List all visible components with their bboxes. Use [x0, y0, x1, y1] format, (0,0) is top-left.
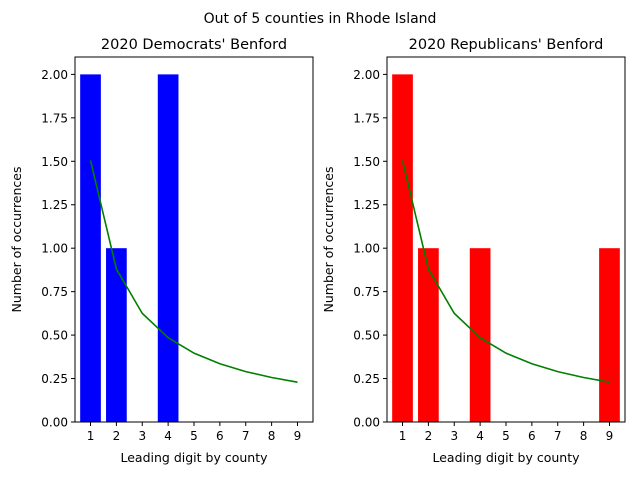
x-tick-label: 9 — [606, 429, 614, 443]
x-tick-label: 2 — [425, 429, 433, 443]
y-tick-label: 0.00 — [353, 416, 380, 430]
bar-digit-1 — [392, 74, 413, 422]
x-tick-label: 4 — [164, 429, 172, 443]
x-tick-label: 3 — [450, 429, 458, 443]
y-tick-label: 1.25 — [41, 198, 68, 212]
y-tick-label: 0.25 — [41, 372, 68, 386]
y-tick-label: 0.50 — [353, 329, 380, 343]
y-axis-label: Number of occurrences — [9, 167, 24, 313]
x-tick-label: 6 — [528, 429, 536, 443]
y-tick-label: 2.00 — [353, 68, 380, 82]
y-axis-label: Number of occurrences — [321, 167, 336, 313]
y-tick-label: 0.75 — [353, 285, 380, 299]
x-tick-label: 5 — [502, 429, 510, 443]
chart-2: 2020 Republicans' Benford 1 2 3 4 5 6 7 8 9 0.00 0.… — [321, 37, 626, 465]
bar-digit-2 — [106, 248, 127, 422]
x-axis-label: Leading digit by county — [121, 450, 269, 465]
benford-expected-line — [401, 160, 610, 383]
x-tick-label: 2 — [113, 429, 121, 443]
x-tick-label: 8 — [268, 429, 276, 443]
chart-title: 2020 Republicans' Benford — [409, 37, 604, 53]
figure-suptitle: Out of 5 counties in Rhode Island — [204, 11, 437, 27]
y-tick-label: 1.25 — [353, 198, 380, 212]
x-tick-label: 4 — [476, 429, 484, 443]
y-tick-label: 0.25 — [353, 372, 380, 386]
x-axis-label: Leading digit by county — [433, 450, 581, 465]
x-tick-label: 1 — [399, 429, 407, 443]
y-tick-label: 0.50 — [41, 329, 68, 343]
bar-digit-9 — [599, 248, 620, 422]
x-tick-label: 7 — [242, 429, 250, 443]
x-tick-label: 8 — [580, 429, 588, 443]
x-tick-label: 3 — [138, 429, 146, 443]
y-tick-label: 2.00 — [41, 68, 68, 82]
charts-container: 2020 Democrats' Benford 1 2 3 4 5 6 7 8 9 0.00 0.25… — [9, 37, 626, 465]
x-tick-label: 9 — [294, 429, 302, 443]
y-tick-label: 0.00 — [41, 416, 68, 430]
chart-title: 2020 Democrats' Benford — [101, 37, 287, 53]
y-tick-label: 1.00 — [353, 242, 380, 256]
y-tick-label: 1.75 — [353, 111, 380, 125]
y-tick-label: 1.50 — [353, 155, 380, 169]
chart-1: 2020 Democrats' Benford 1 2 3 4 5 6 7 8 9 0.00 0.25… — [9, 37, 314, 465]
y-tick-label: 1.50 — [41, 155, 68, 169]
bar-digit-4 — [469, 248, 491, 422]
y-tick-label: 1.75 — [41, 111, 68, 125]
bar-digit-4 — [157, 74, 179, 422]
bar-digit-1 — [80, 74, 101, 422]
x-tick-label: 6 — [216, 429, 224, 443]
y-tick-label: 0.75 — [41, 285, 68, 299]
x-tick-label: 5 — [190, 429, 198, 443]
y-tick-label: 1.00 — [41, 242, 68, 256]
x-tick-label: 1 — [87, 429, 95, 443]
benford-expected-line — [89, 160, 298, 383]
x-tick-label: 7 — [554, 429, 562, 443]
bar-digit-2 — [418, 248, 439, 422]
